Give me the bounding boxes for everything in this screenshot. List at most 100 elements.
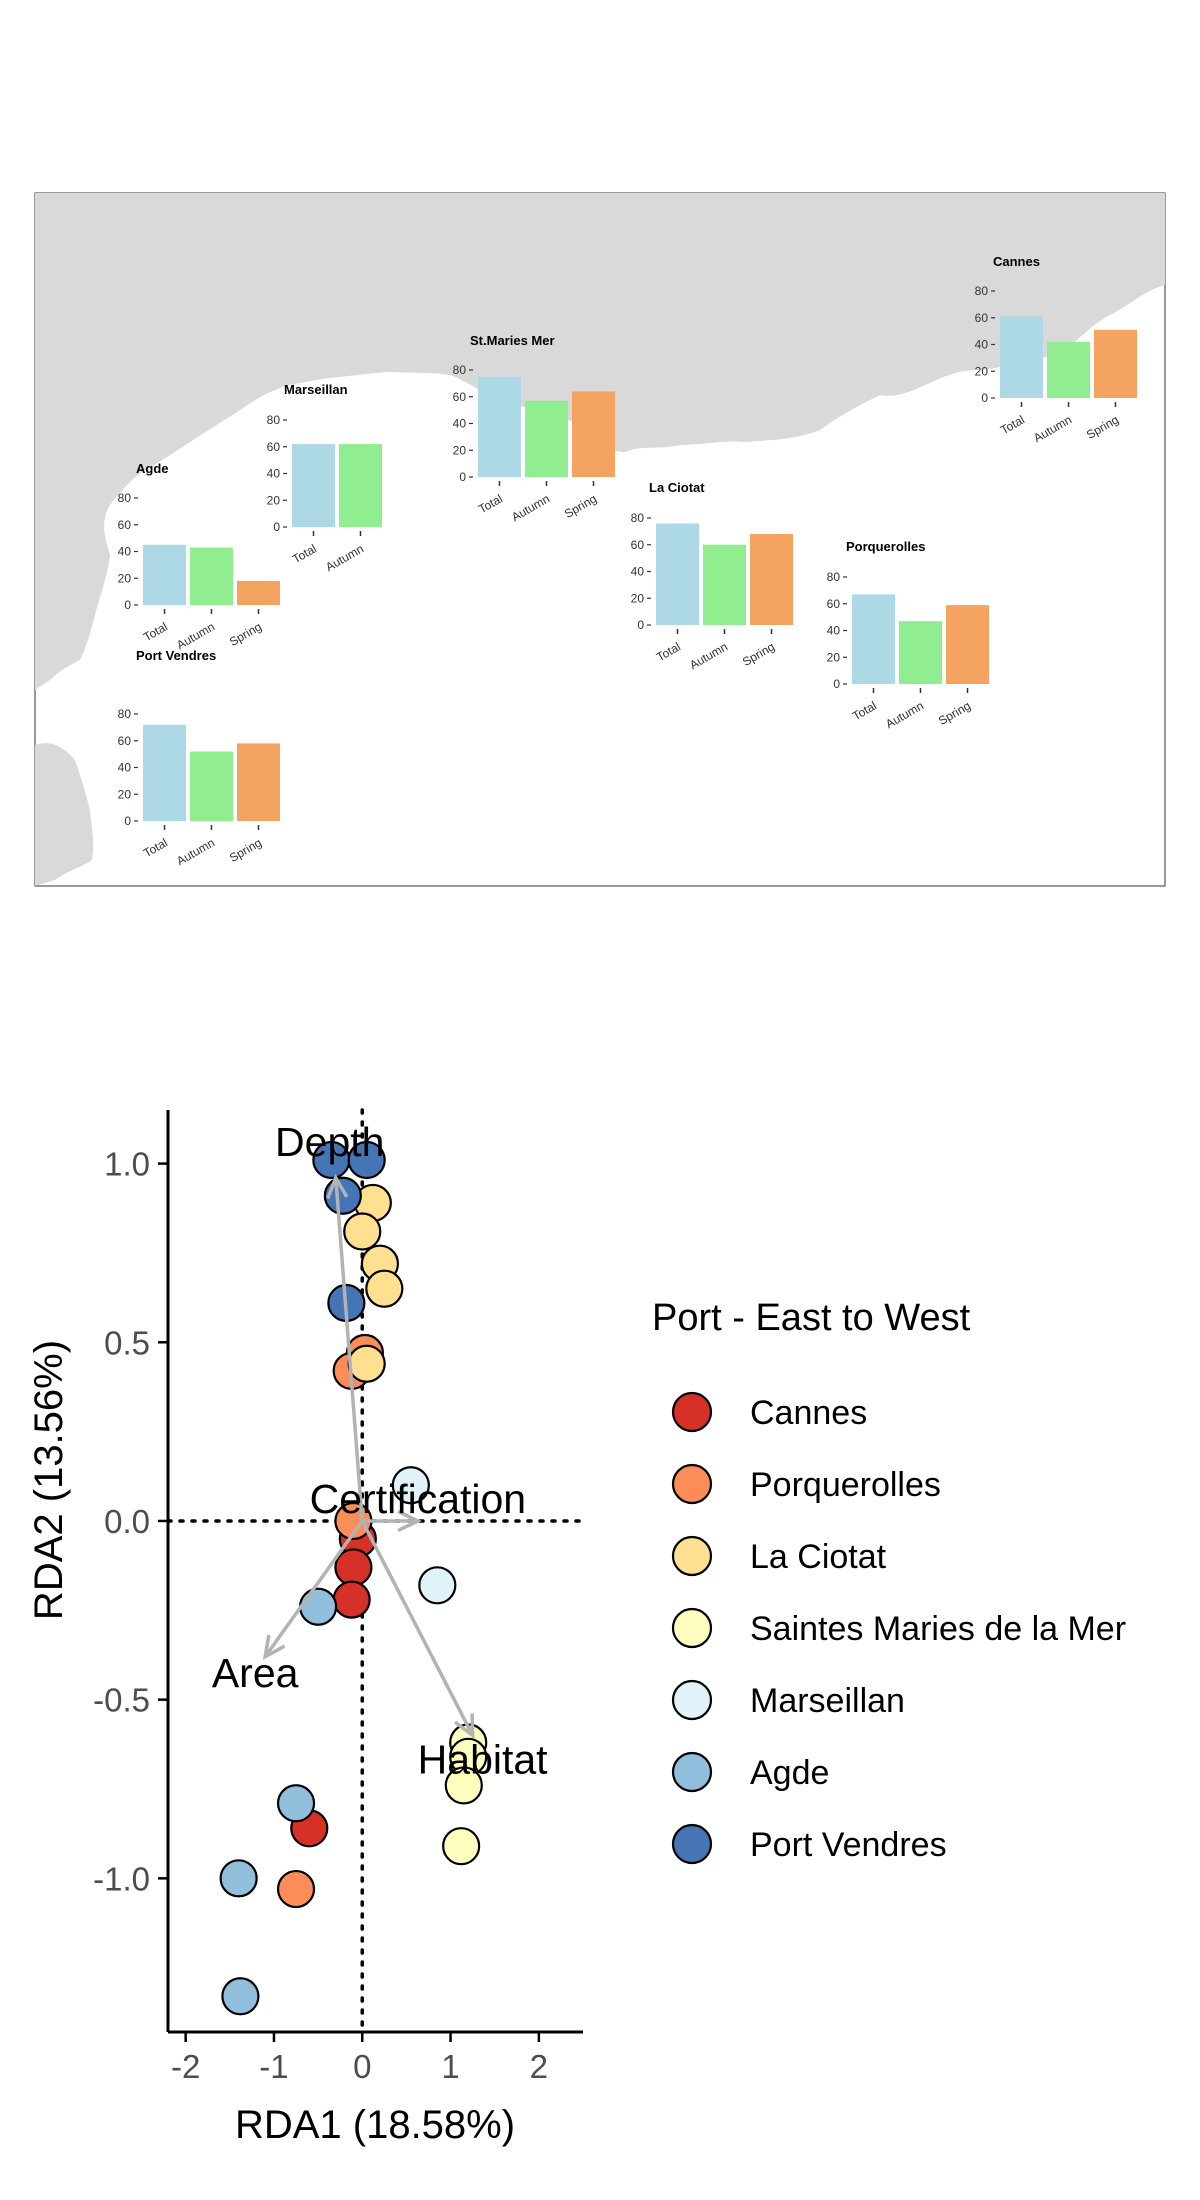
vector-area: Area [212,1519,364,1696]
legend-label: Agde [750,1754,829,1792]
y-tick-label: 20 [631,591,645,605]
bar-autumn [1047,341,1090,398]
vector-arrow-head [454,1713,475,1739]
y-tick-label: 80 [267,413,281,427]
y-tick-label: 40 [631,565,645,579]
y-tick-label: 40 [827,624,841,638]
data-point [347,1140,386,1180]
site-title: Porquerolles [846,539,925,554]
bar-spring [946,605,989,684]
vector-arrow-shaft [263,1519,364,1658]
data-point [347,1344,386,1383]
data-point [365,1269,404,1308]
data-point [332,1580,371,1619]
legend-swatch [671,1391,713,1433]
legend-entry-cannes: Cannes [671,1391,867,1433]
y-tick-label: 20 [453,443,467,457]
series-marseillan [391,1466,457,1605]
data-point [334,1548,373,1587]
vector-habitat: Habitat [360,1520,548,1782]
data-point [276,1869,316,1909]
bar-autumn [703,544,746,625]
x-tick-label: 2 [530,2048,548,2085]
bar-autumn [899,621,942,684]
y-tick-label: 20 [267,493,281,507]
rda-panel: -2 -1 0 1 2 -1.0 -0.5 0.0 0.5 1.0 Depth Certificati… [27,1108,1126,2147]
data-point [221,1977,260,2016]
y-tick-label: 80 [118,491,132,505]
x-axis-label: RDA1 (18.58%) [235,2103,515,2147]
y-tick-label: 0.0 [104,1503,150,1540]
vector-label: Certification [310,1476,526,1522]
legend-entry-port-vendres: Port Vendres [671,1823,947,1865]
series-agde [219,1587,338,2016]
y-tick-label: 20 [975,364,989,378]
site-title: Port Vendres [136,648,216,663]
y-tick-label: 80 [631,511,645,525]
legend-entry-la-ciotat: La Ciotat [671,1535,887,1577]
legend-swatch [671,1607,713,1649]
legend-swatch [671,1463,713,1505]
legend-entry-porquerolles: Porquerolles [671,1463,941,1505]
vector-certification: Certification [310,1476,526,1533]
bar-spring [572,391,615,477]
vector-arrow-head [326,1173,349,1200]
y-axis-label: RDA2 (13.56%) [27,1340,71,1620]
bar-total [143,724,186,821]
y-tick-label: 0 [459,470,466,484]
bar-total [852,594,895,684]
y-tick-label: 0 [124,598,131,612]
y-tick-label: 0.5 [104,1324,150,1361]
data-point [343,1212,382,1251]
y-tick-label: -0.5 [93,1682,150,1719]
bar-total [292,444,335,527]
x-tick-label: 1 [441,2048,459,2085]
bar-total [478,376,521,477]
bar-spring [750,534,793,625]
site-title: St.Maries Mer [470,333,555,348]
y-tick-label: 80 [827,570,841,584]
site-title: Cannes [993,254,1040,269]
y-tick-label: 0 [981,391,988,405]
bar-total [143,544,186,605]
y-tick-label: 40 [453,417,467,431]
y-tick-label: 20 [827,650,841,664]
y-tick-label: 40 [975,338,989,352]
vector-label: Depth [275,1119,384,1165]
data-point [391,1466,430,1505]
y-tick-label: 60 [827,597,841,611]
legend-label: Saintes Maries de la Mer [750,1610,1126,1648]
vector-label: Area [212,1650,299,1696]
legend-entry-agde: Agde [671,1751,829,1793]
rda-biplot: -2 -1 0 1 2 -1.0 -0.5 0.0 0.5 1.0 Depth Certificati… [93,1108,585,2085]
legend-label: Port Vendres [750,1826,947,1864]
legend-label: Cannes [750,1394,867,1432]
y-tick-label: 0 [273,520,280,534]
legend-entry-marseillan: Marseillan [671,1679,905,1721]
y-tick-label: 0 [124,814,131,828]
bar-autumn [339,444,382,527]
legend-title: Port - East to West [652,1297,971,1339]
y-tick-label: 80 [975,284,989,298]
y-tick-label: 60 [118,518,132,532]
x-tick-label: -2 [171,2048,200,2085]
bar-spring [237,580,280,605]
series-la-ciotat [343,1183,404,1383]
y-tick-label: 60 [267,440,281,454]
site-title: Marseillan [284,382,348,397]
legend-entry-saintes-maries-de-la-mer: Saintes Maries de la Mer [671,1607,1126,1649]
data-point [418,1566,457,1605]
site-title: Agde [136,461,169,476]
legend-label: Porquerolles [750,1466,941,1504]
vector-arrow-head [397,1509,422,1533]
vector-arrow-head [262,1634,286,1661]
bar-spring [237,743,280,821]
y-tick-label: 60 [118,734,132,748]
bar-spring [1094,329,1137,398]
y-tick-label: 80 [118,707,132,721]
